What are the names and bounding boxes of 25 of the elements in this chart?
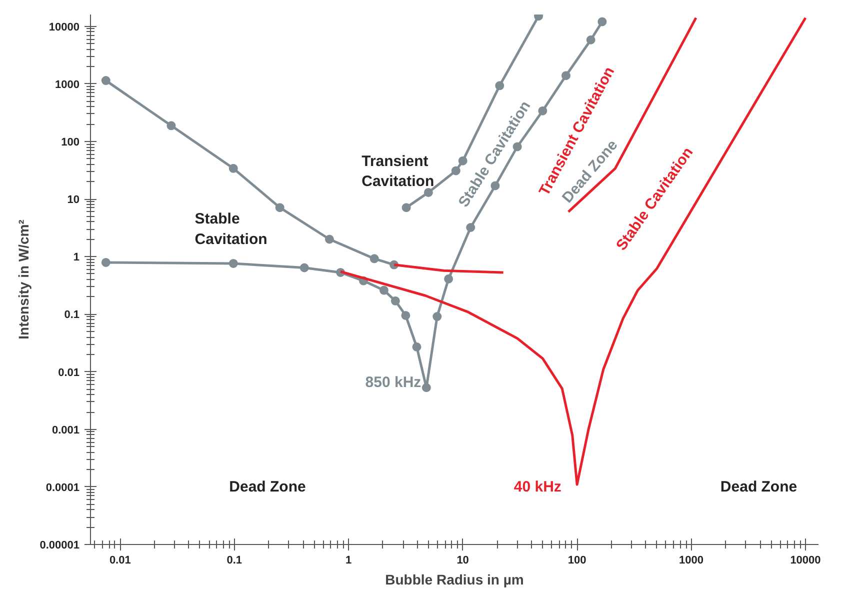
y-tick-label: 10 bbox=[67, 194, 80, 206]
y-tick-label: 1 bbox=[73, 252, 80, 264]
x-tick-label: 10000 bbox=[790, 554, 821, 566]
x-tick-label: 1 bbox=[346, 554, 352, 566]
annotation: Transient Cavitation bbox=[362, 152, 434, 190]
x-tick-label: 1000 bbox=[679, 554, 704, 566]
annotation: Stable Cavitation bbox=[194, 210, 268, 248]
y-tick-label: 0.01 bbox=[58, 366, 80, 379]
y-axis-title: Intensity in W/cm² bbox=[16, 219, 32, 340]
y-tick-label: 0.001 bbox=[52, 424, 80, 436]
y-tick-label: 1000 bbox=[55, 78, 80, 91]
annotation: Dead Zone bbox=[229, 478, 306, 496]
x-tick-label: 0.1 bbox=[226, 554, 242, 566]
x-tick-label: 0.01 bbox=[109, 554, 131, 566]
y-tick-label: 0.00001 bbox=[40, 540, 80, 552]
annotation: 40 kHz bbox=[514, 478, 562, 496]
x-axis-title: Bubble Radius in µm bbox=[385, 572, 524, 588]
x-tick-label: 100 bbox=[568, 554, 586, 566]
y-tick-label: 100 bbox=[61, 136, 80, 148]
x-tick-label: 10 bbox=[456, 554, 469, 566]
annotation: Dead Zone bbox=[720, 478, 798, 496]
y-tick-label: 0.0001 bbox=[46, 482, 80, 494]
annotation: 850 kHz bbox=[365, 374, 422, 392]
y-tick-label: 0.1 bbox=[64, 309, 80, 322]
y-tick-label: 10000 bbox=[48, 21, 80, 34]
